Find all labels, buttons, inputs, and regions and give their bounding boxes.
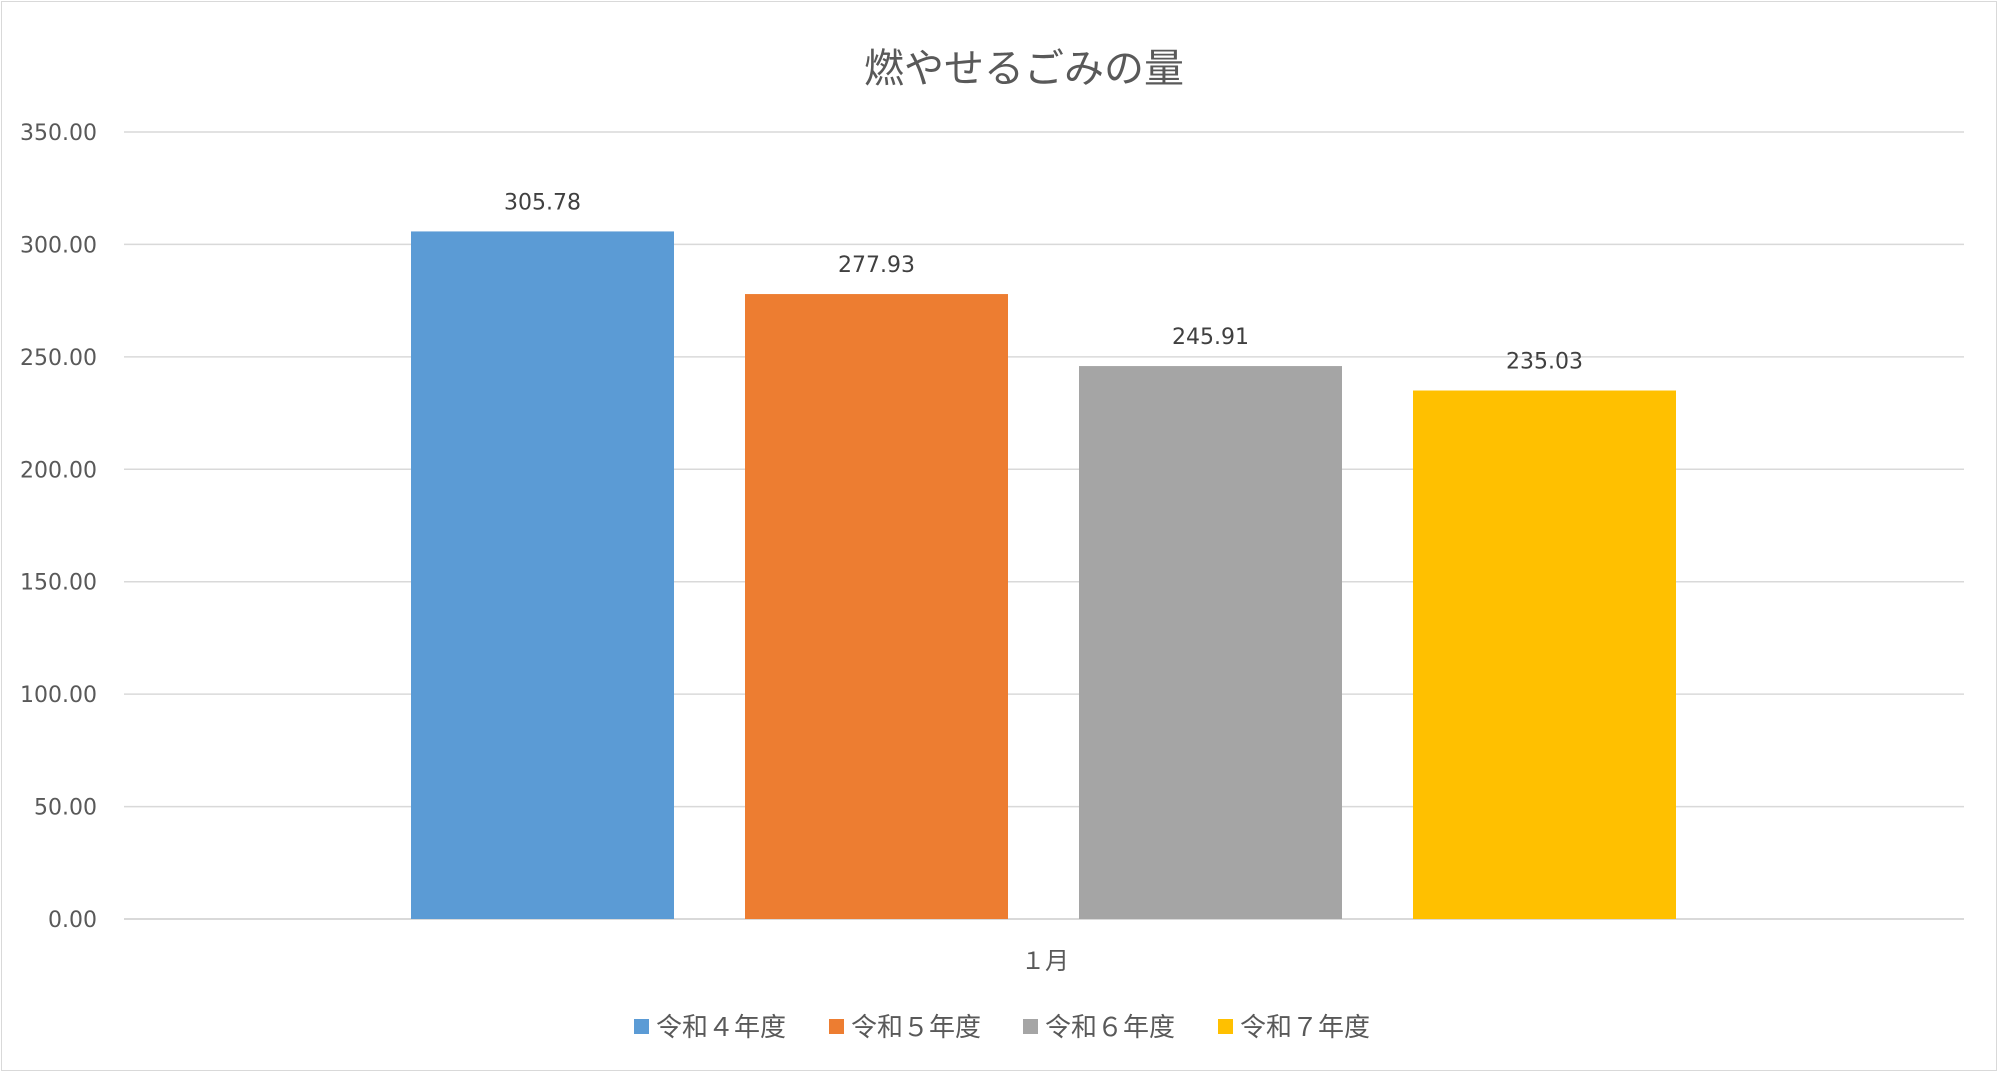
legend: 令和４年度 令和５年度 令和６年度 令和７年度 (634, 1013, 1370, 1043)
y-tick-label: 0.00 (48, 908, 97, 933)
chart-title: 燃やせるごみの量 (864, 46, 1184, 92)
y-tick-label: 300.00 (20, 233, 97, 258)
bar-3 (1079, 366, 1342, 919)
legend-label-4: 令和７年度 (1240, 1013, 1370, 1043)
legend-swatch-2 (829, 1019, 844, 1034)
data-labels: 305.78 277.93 245.91 235.03 (504, 190, 1583, 374)
legend-swatch-4 (1218, 1019, 1233, 1034)
data-label-3: 245.91 (1172, 325, 1249, 350)
y-axis-tick-labels: 0.00 50.00 100.00 150.00 200.00 250.00 300.00 3… (20, 121, 97, 933)
y-tick-label: 250.00 (20, 346, 97, 371)
bars (411, 231, 1676, 919)
gridlines (124, 131, 1964, 920)
y-tick-label: 100.00 (20, 683, 97, 708)
x-category-label: １月 (1021, 947, 1069, 975)
bar-4 (1413, 390, 1676, 919)
legend-label-2: 令和５年度 (851, 1013, 981, 1043)
y-tick-label: 350.00 (20, 121, 97, 146)
bar-1 (411, 231, 674, 919)
y-tick-label: 150.00 (20, 571, 97, 596)
bar-2 (745, 294, 1008, 919)
data-label-4: 235.03 (1506, 350, 1583, 375)
data-label-2: 277.93 (838, 253, 915, 278)
y-tick-label: 50.00 (34, 796, 97, 821)
legend-swatch-3 (1023, 1019, 1038, 1034)
data-label-1: 305.78 (504, 190, 581, 215)
legend-label-1: 令和４年度 (656, 1013, 786, 1043)
legend-swatch-1 (634, 1019, 649, 1034)
legend-label-3: 令和６年度 (1045, 1013, 1175, 1043)
y-tick-label: 200.00 (20, 458, 97, 483)
x-axis-category-labels: １月 (1021, 947, 1069, 975)
